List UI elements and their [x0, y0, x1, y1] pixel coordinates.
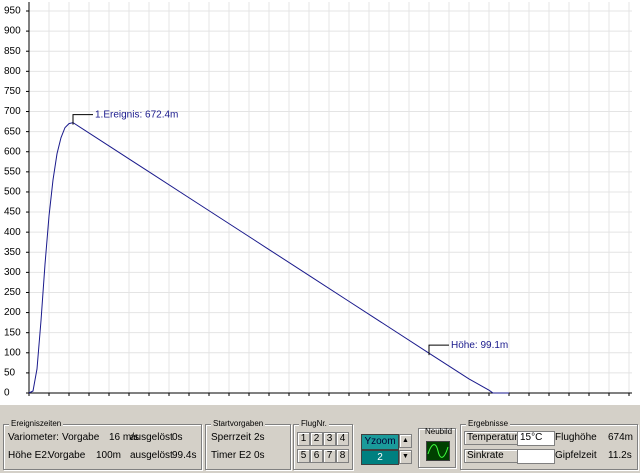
value: 99.4s — [172, 450, 197, 461]
flight-button[interactable]: 1 — [297, 432, 310, 446]
y-tick-label: 100 — [4, 347, 21, 358]
value: 0s — [172, 432, 183, 443]
flight-button[interactable]: 3 — [323, 432, 336, 446]
y-tick-label: 850 — [4, 46, 21, 57]
neubild-icon[interactable] — [426, 441, 450, 461]
y-tick-label: 400 — [4, 227, 21, 238]
label: Temperatur — [464, 431, 518, 445]
annotation-pointer — [428, 344, 449, 356]
label: ausgelöst — [130, 450, 173, 461]
y-tick-label: 600 — [4, 146, 21, 157]
flight-button[interactable]: 6 — [310, 449, 323, 463]
y-tick-label: 900 — [4, 26, 21, 37]
group-title: Ergebnisse — [466, 419, 511, 428]
startvorgaben-group: Startvorgaben Sperrzeit 2s Timer E2 0s — [205, 419, 291, 470]
label: Vorgabe — [62, 432, 100, 443]
y-tick-label: 350 — [4, 247, 21, 258]
flight-button[interactable]: 7 — [323, 449, 336, 463]
label: Gipfelzeit — [555, 450, 597, 461]
y-tick-label: 0 — [4, 388, 10, 399]
y-tick-label: 250 — [4, 287, 21, 298]
value: 15°C — [517, 431, 555, 446]
label: ausgelöst — [130, 432, 173, 443]
zoom-up[interactable]: ▲ — [399, 434, 412, 448]
ergebnisse-group: Ergebnisse Temperatur 15°C Flughöhe 674m… — [460, 419, 638, 470]
annotation-pointer — [72, 114, 93, 125]
chart: 0 50 100 150 200 250 300 350 400 450 500 550 600 650 7… — [0, 0, 640, 405]
neubild-group: Neubild — [418, 427, 456, 468]
label: Sinkrate — [464, 449, 518, 463]
y-tick-label: 800 — [4, 66, 21, 77]
label: Vorgabe — [48, 450, 86, 461]
value: 674m — [608, 432, 634, 443]
y-tick-label: 950 — [4, 6, 21, 17]
flugnr-group: FlugNr. 1 2 3 4 5 6 7 8 — [293, 419, 353, 470]
label: Flughöhe — [555, 432, 597, 443]
y-tick-label: 700 — [4, 106, 21, 117]
flight-button[interactable]: 2 — [310, 432, 323, 446]
label: Variometer: — [8, 432, 59, 443]
y-tick-label: 450 — [4, 207, 21, 218]
label: Sperrzeit — [211, 432, 252, 443]
y-tick-label: 750 — [4, 86, 21, 97]
y-tick-label: 300 — [4, 267, 21, 278]
annotation: Höhe: 99.1m — [451, 340, 508, 351]
y-tick-label: 50 — [4, 368, 16, 379]
flight-button[interactable]: 8 — [336, 449, 349, 463]
value: 11.2s — [608, 450, 632, 461]
yzoom-value[interactable]: 2 — [361, 450, 399, 465]
flight-button[interactable]: 5 — [297, 449, 310, 463]
value: 2s — [254, 432, 265, 443]
value-field — [517, 449, 555, 464]
value: 16 m/s — [109, 432, 140, 443]
group-title: Ereigniszeiten — [9, 419, 64, 428]
y-tick-label: 200 — [4, 307, 21, 318]
ereigniszeiten-group: Ereigniszeiten Variometer: Vorgabe 16 m/… — [3, 419, 202, 470]
yzoom-button[interactable]: Yzoom — [361, 434, 399, 450]
y-tick-label: 500 — [4, 187, 21, 198]
y-tick-label: 150 — [4, 327, 21, 338]
value: 100m — [96, 450, 122, 461]
annotation: 1.Ereignis: 672.4m — [95, 109, 178, 120]
y-tick-label: 650 — [4, 126, 21, 137]
group-title: Startvorgaben — [211, 419, 266, 428]
value: 0s — [254, 450, 265, 461]
neubild-title: Neubild — [425, 427, 453, 436]
label: Höhe E2: — [8, 450, 50, 461]
group-title: FlugNr. — [299, 419, 329, 428]
zoom-down[interactable]: ▼ — [399, 450, 412, 464]
flight-button[interactable]: 4 — [336, 432, 349, 446]
label: Timer E2 — [211, 450, 252, 461]
y-tick-label: 550 — [4, 166, 21, 177]
